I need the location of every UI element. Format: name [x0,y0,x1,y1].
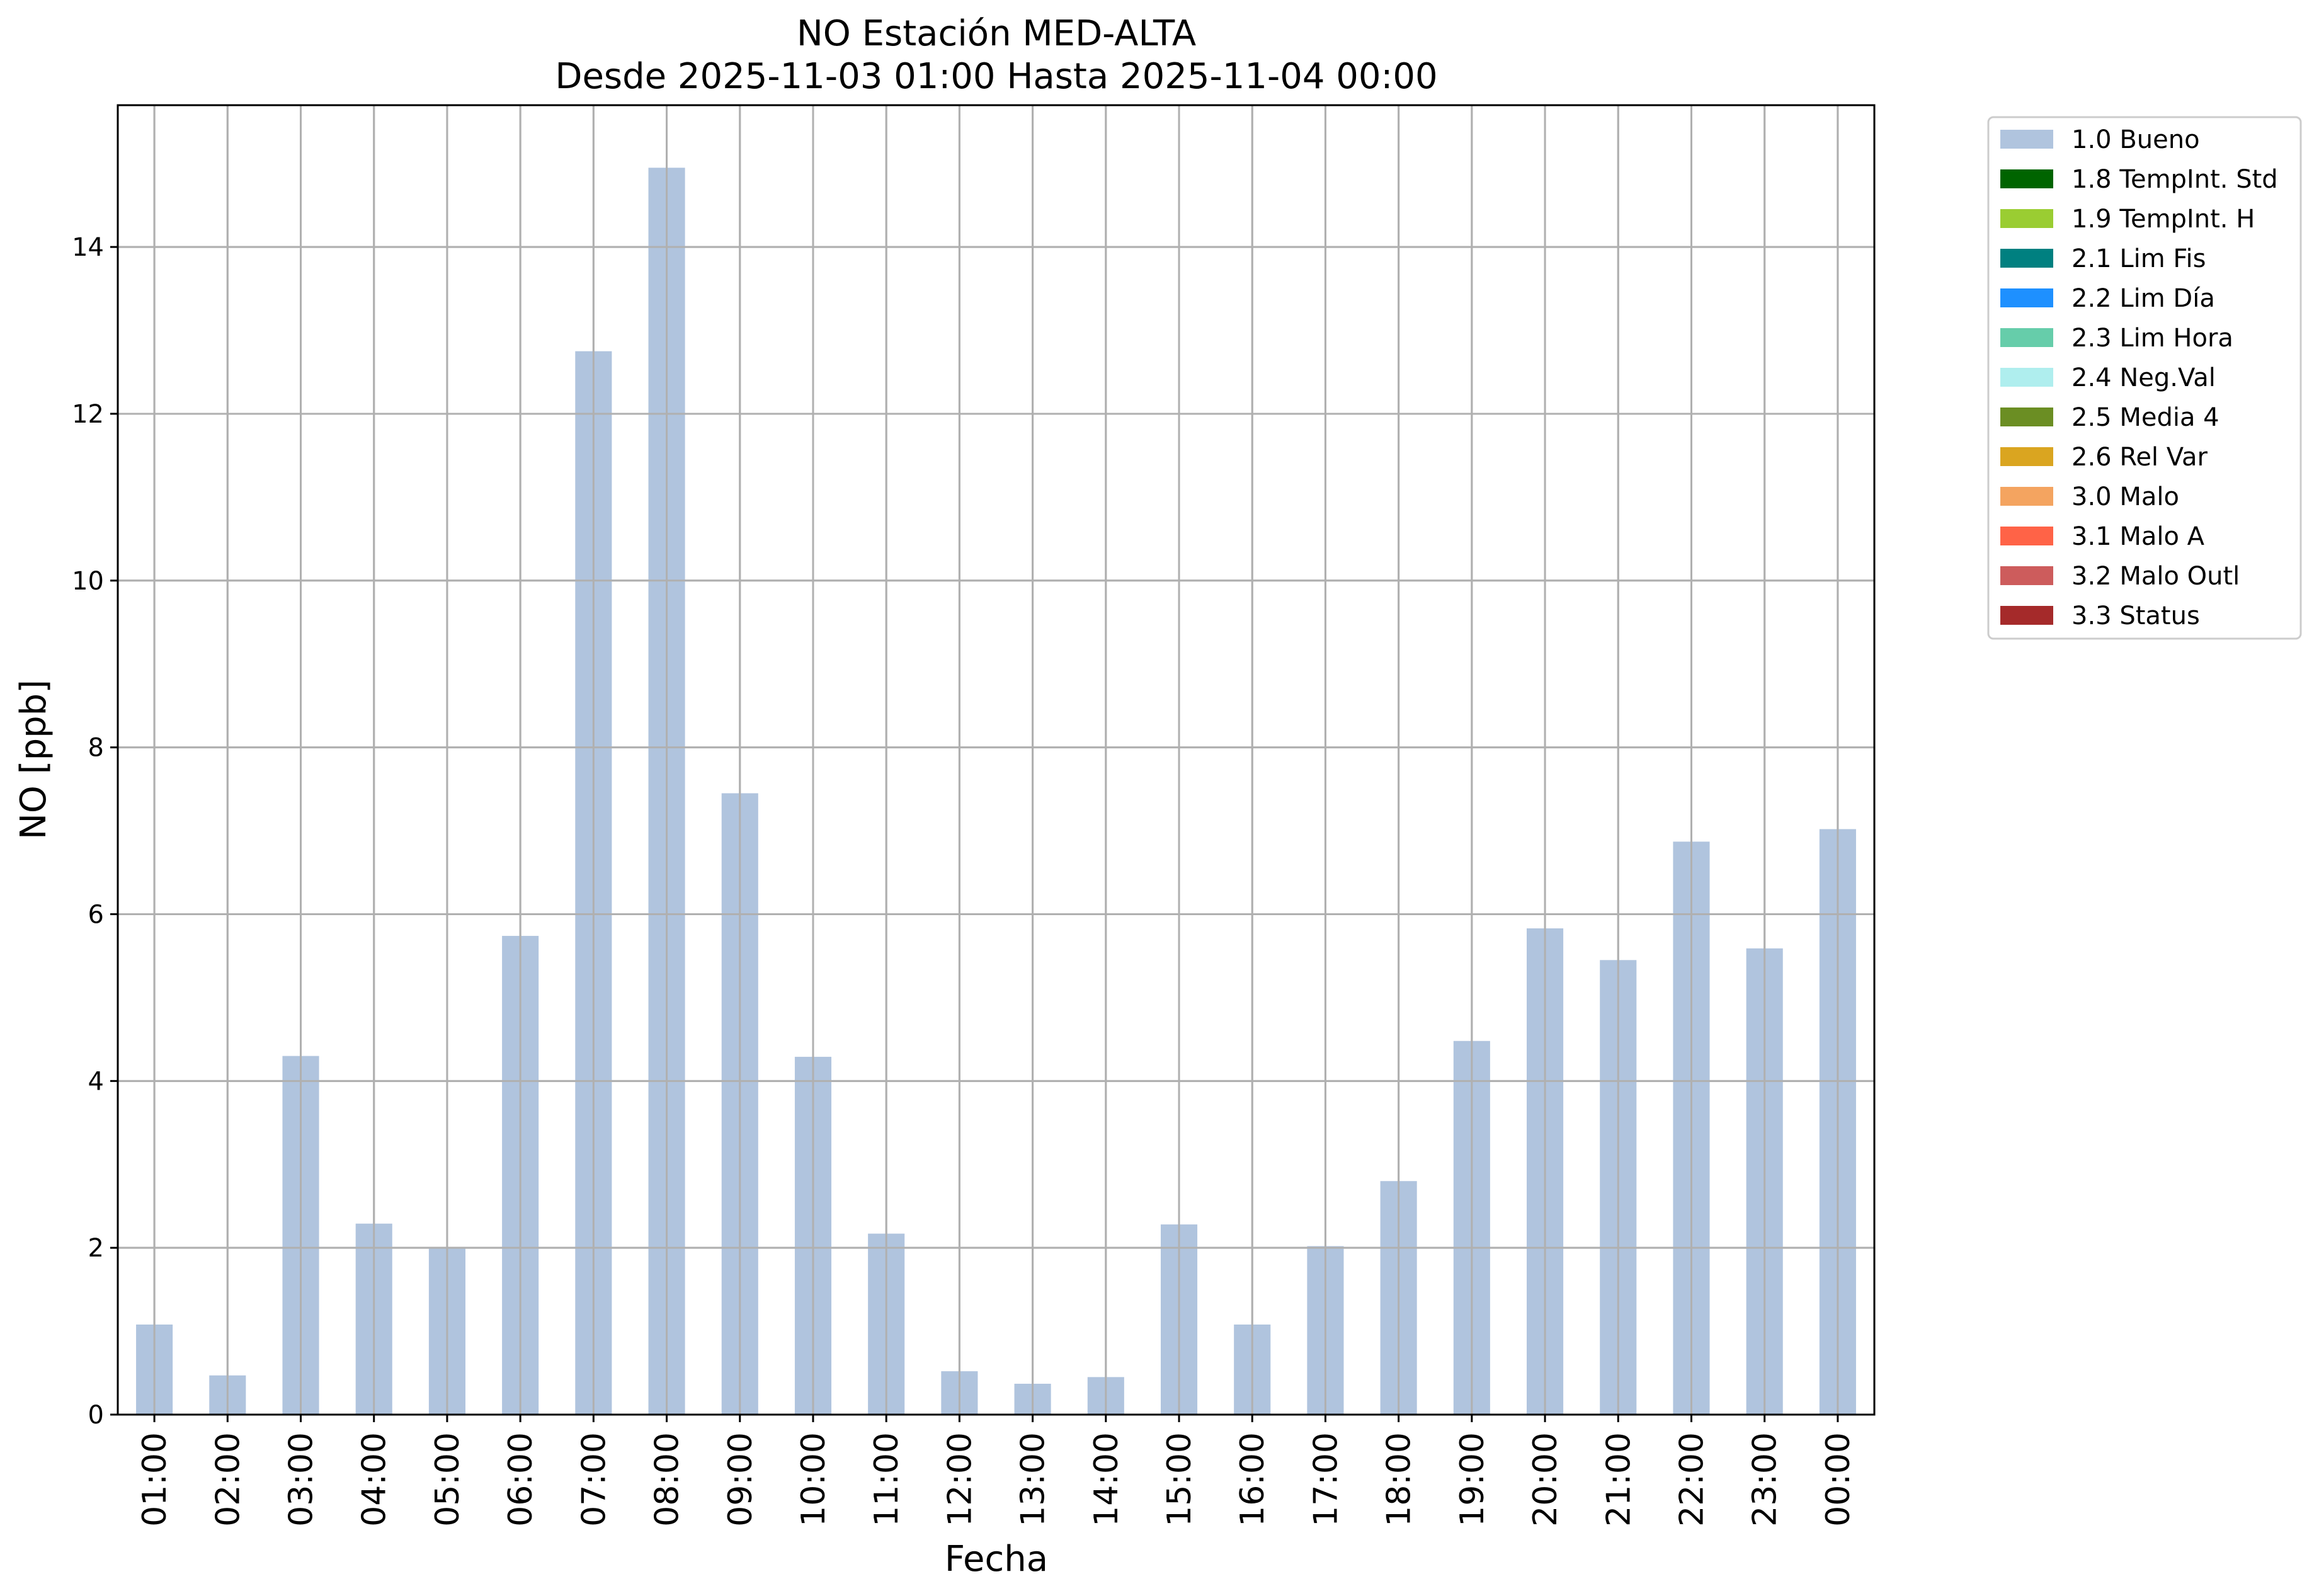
x-tick-label: 22:00 [1673,1432,1711,1527]
legend-label: 3.0 Malo [2071,482,2179,511]
x-tick-label: 12:00 [941,1432,979,1527]
legend-label: 2.1 Lim Fis [2071,244,2206,273]
x-tick-label: 20:00 [1527,1432,1564,1527]
x-tick-label: 03:00 [283,1432,321,1527]
x-tick-label: 04:00 [356,1432,394,1527]
legend-swatch [2000,249,2053,268]
y-tick-label: 14 [72,233,104,262]
x-tick-label: 05:00 [429,1432,467,1527]
legend-swatch [2000,408,2053,426]
x-tick-label: 00:00 [1820,1432,1857,1527]
x-tick-label: 11:00 [868,1432,906,1527]
x-tick-label: 08:00 [649,1432,687,1527]
y-tick-label: 4 [88,1067,104,1096]
chart-title: NO Estación MED-ALTA [797,13,1196,54]
legend-label: 3.2 Malo Outl [2071,562,2240,591]
legend-swatch [2000,288,2053,307]
y-tick-label: 0 [88,1401,104,1430]
legend-swatch [2000,527,2053,545]
y-tick-label: 10 [72,567,104,596]
x-tick-label: 21:00 [1600,1432,1638,1527]
legend-label: 2.5 Media 4 [2071,403,2219,432]
y-tick-label: 12 [72,400,104,429]
x-tick-label: 06:00 [502,1432,540,1527]
legend-label: 1.9 TempInt. H [2071,205,2255,234]
legend-label: 2.3 Lim Hora [2071,324,2233,353]
x-tick-label: 02:00 [209,1432,247,1527]
x-tick-label: 17:00 [1307,1432,1345,1527]
x-tick-label: 01:00 [136,1432,174,1527]
x-tick-label: 07:00 [575,1432,613,1527]
x-axis-label: Fecha [945,1539,1048,1580]
legend-box [1987,116,2302,640]
legend-label: 2.4 Neg.Val [2071,363,2216,392]
legend-swatch [2000,368,2053,387]
legend-items: 1.0 Bueno 1.8 TempInt. Std 1.9 TempInt. H 2… [2000,125,2278,630]
plot-frame [117,104,1876,1416]
grid-overlay [118,105,1874,1416]
y-tick-label: 6 [88,900,104,929]
legend-swatch [2000,169,2053,188]
x-tick-label: 15:00 [1161,1432,1199,1527]
x-tick-label: 19:00 [1454,1432,1491,1527]
y-axis: 0 2 4 6 8 10 12 14 [72,233,118,1430]
legend-swatch [2000,606,2053,625]
legend-label: 1.0 Bueno [2071,125,2200,154]
x-tick-label: 16:00 [1234,1432,1272,1527]
legend-label: 3.3 Status [2071,601,2200,630]
legend-label: 2.6 Rel Var [2071,443,2208,472]
y-tick-label: 2 [88,1234,104,1263]
legend-label: 1.8 TempInt. Std [2071,165,2278,194]
legend-label: 3.1 Malo A [2071,522,2205,551]
legend-label: 2.2 Lim Día [2071,284,2215,313]
bars [136,168,1856,1415]
legend-swatch [2000,487,2053,506]
x-tick-label: 13:00 [1015,1432,1052,1527]
x-axis: 01:00 02:00 03:00 04:00 05:00 06:00 07:00 08:00… [136,1415,1857,1527]
legend-swatch [2000,130,2053,149]
x-tick-label: 10:00 [795,1432,833,1527]
x-tick-label: 23:00 [1746,1432,1784,1527]
legend-swatch [2000,328,2053,347]
chart-subtitle: Desde 2025-11-03 01:00 Hasta 2025-11-04 … [555,56,1437,97]
legend-swatch [2000,447,2053,466]
x-tick-label: 14:00 [1088,1432,1125,1527]
x-tick-label: 18:00 [1381,1432,1418,1527]
legend-swatch [2000,209,2053,228]
x-tick-label: 09:00 [722,1432,760,1527]
legend-swatch [2000,566,2053,585]
y-tick-label: 8 [88,734,104,763]
legend: 1.0 Bueno 1.8 TempInt. Std 1.9 TempInt. H 2… [1987,116,2302,640]
y-axis-label: NO [ppb] [13,680,54,840]
